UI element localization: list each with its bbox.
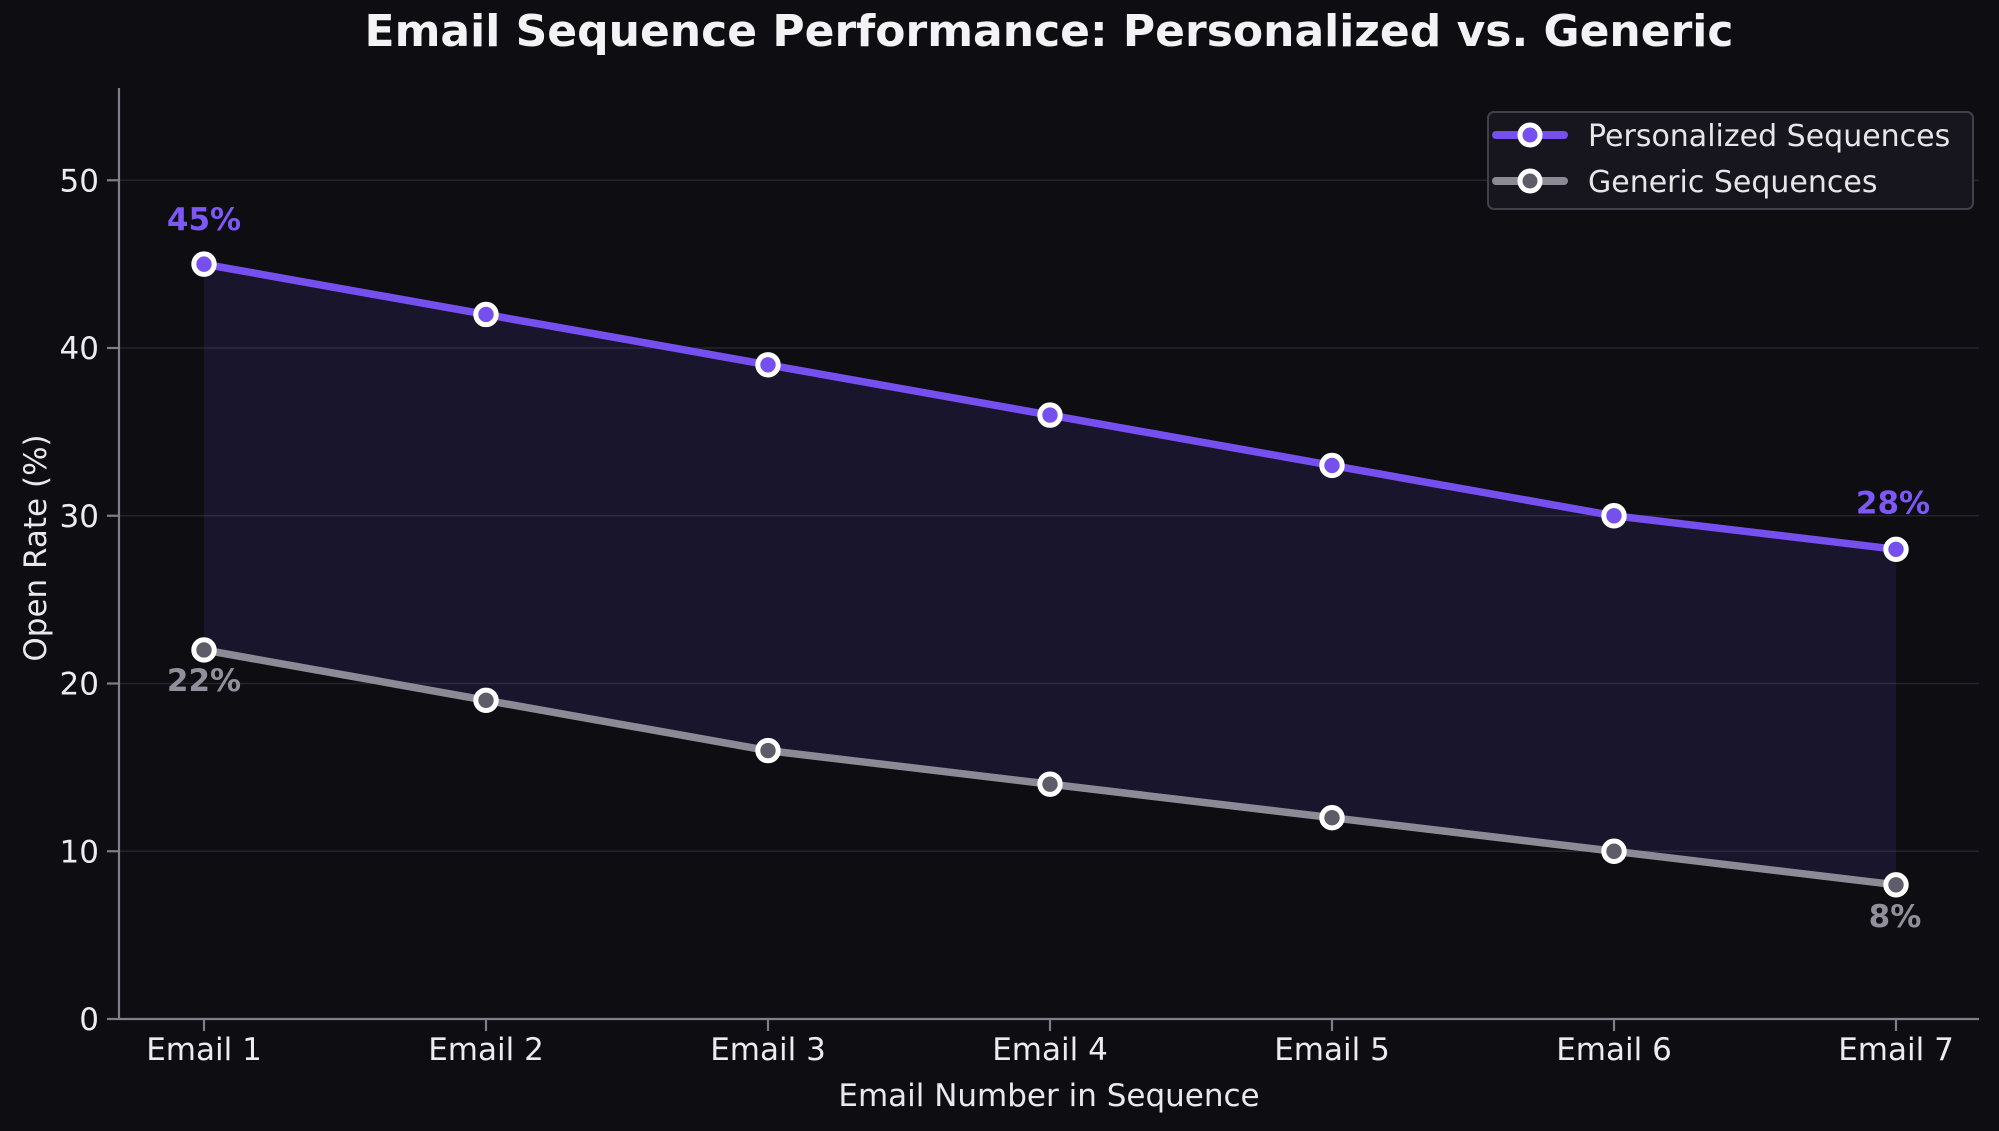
legend-marker-generic-icon <box>1517 168 1543 194</box>
annotation-28%: 28% <box>1856 485 1930 521</box>
data-point-personalized-sequences-4 <box>1037 402 1063 428</box>
legend-item-generic: Generic Sequences <box>1492 165 1877 200</box>
x-tick-label-1: Email 1 <box>146 1032 262 1068</box>
legend: Personalized Sequences Generic Sequences <box>1487 111 1974 210</box>
data-point-personalized-sequences-5 <box>1319 452 1345 479</box>
x-tick-label-4: Email 4 <box>992 1032 1108 1068</box>
legend-label-personalized: Personalized Sequences <box>1588 119 1950 154</box>
chart-title: Email Sequence Performance: Personalized… <box>365 6 1734 57</box>
data-point-generic-sequences-5 <box>1319 805 1345 831</box>
data-point-generic-sequences-3 <box>755 737 781 764</box>
y-axis-title: Open Rate (%) <box>18 434 54 661</box>
x-tick-label-5: Email 5 <box>1274 1032 1390 1068</box>
x-axis-title: Email Number in Sequence <box>838 1078 1259 1114</box>
y-tick-label-10: 10 <box>60 834 99 870</box>
y-tick-label-50: 50 <box>60 163 99 199</box>
y-tick-label-30: 30 <box>60 499 99 535</box>
data-point-generic-sequences-7 <box>1883 872 1909 898</box>
data-point-generic-sequences-6 <box>1601 838 1627 864</box>
x-tick-label-3: Email 3 <box>710 1032 826 1068</box>
data-point-generic-sequences-4 <box>1037 771 1063 797</box>
data-point-personalized-sequences-6 <box>1601 503 1627 529</box>
y-tick-label-0: 0 <box>79 1002 99 1038</box>
x-tick-label-6: Email 6 <box>1556 1032 1672 1068</box>
y-tick-label-20: 20 <box>60 667 99 703</box>
data-point-personalized-sequences-3 <box>755 352 781 378</box>
data-point-generic-sequences-1 <box>191 637 217 663</box>
legend-marker-personalized-icon <box>1517 122 1543 148</box>
legend-item-personalized: Personalized Sequences <box>1492 119 1950 154</box>
data-point-personalized-sequences-2 <box>473 301 499 328</box>
annotation-22%: 22% <box>167 663 241 699</box>
x-tick-label-7: Email 7 <box>1838 1032 1954 1068</box>
legend-box <box>1487 111 1974 210</box>
annotation-8%: 8% <box>1869 899 1922 935</box>
plot-area: 0 10 20 30 40 50 Email 1 Email 2 Email 3 Email 4 E… <box>60 88 1979 1068</box>
y-tick-label-40: 40 <box>60 331 99 367</box>
data-point-personalized-sequences-1 <box>191 251 217 277</box>
annotation-45%: 45% <box>167 202 241 238</box>
data-point-generic-sequences-2 <box>473 687 499 713</box>
fill-between-region <box>204 264 1896 885</box>
legend-label-generic: Generic Sequences <box>1588 165 1877 200</box>
x-tick-label-2: Email 2 <box>428 1032 544 1068</box>
data-point-personalized-sequences-7 <box>1883 536 1909 563</box>
